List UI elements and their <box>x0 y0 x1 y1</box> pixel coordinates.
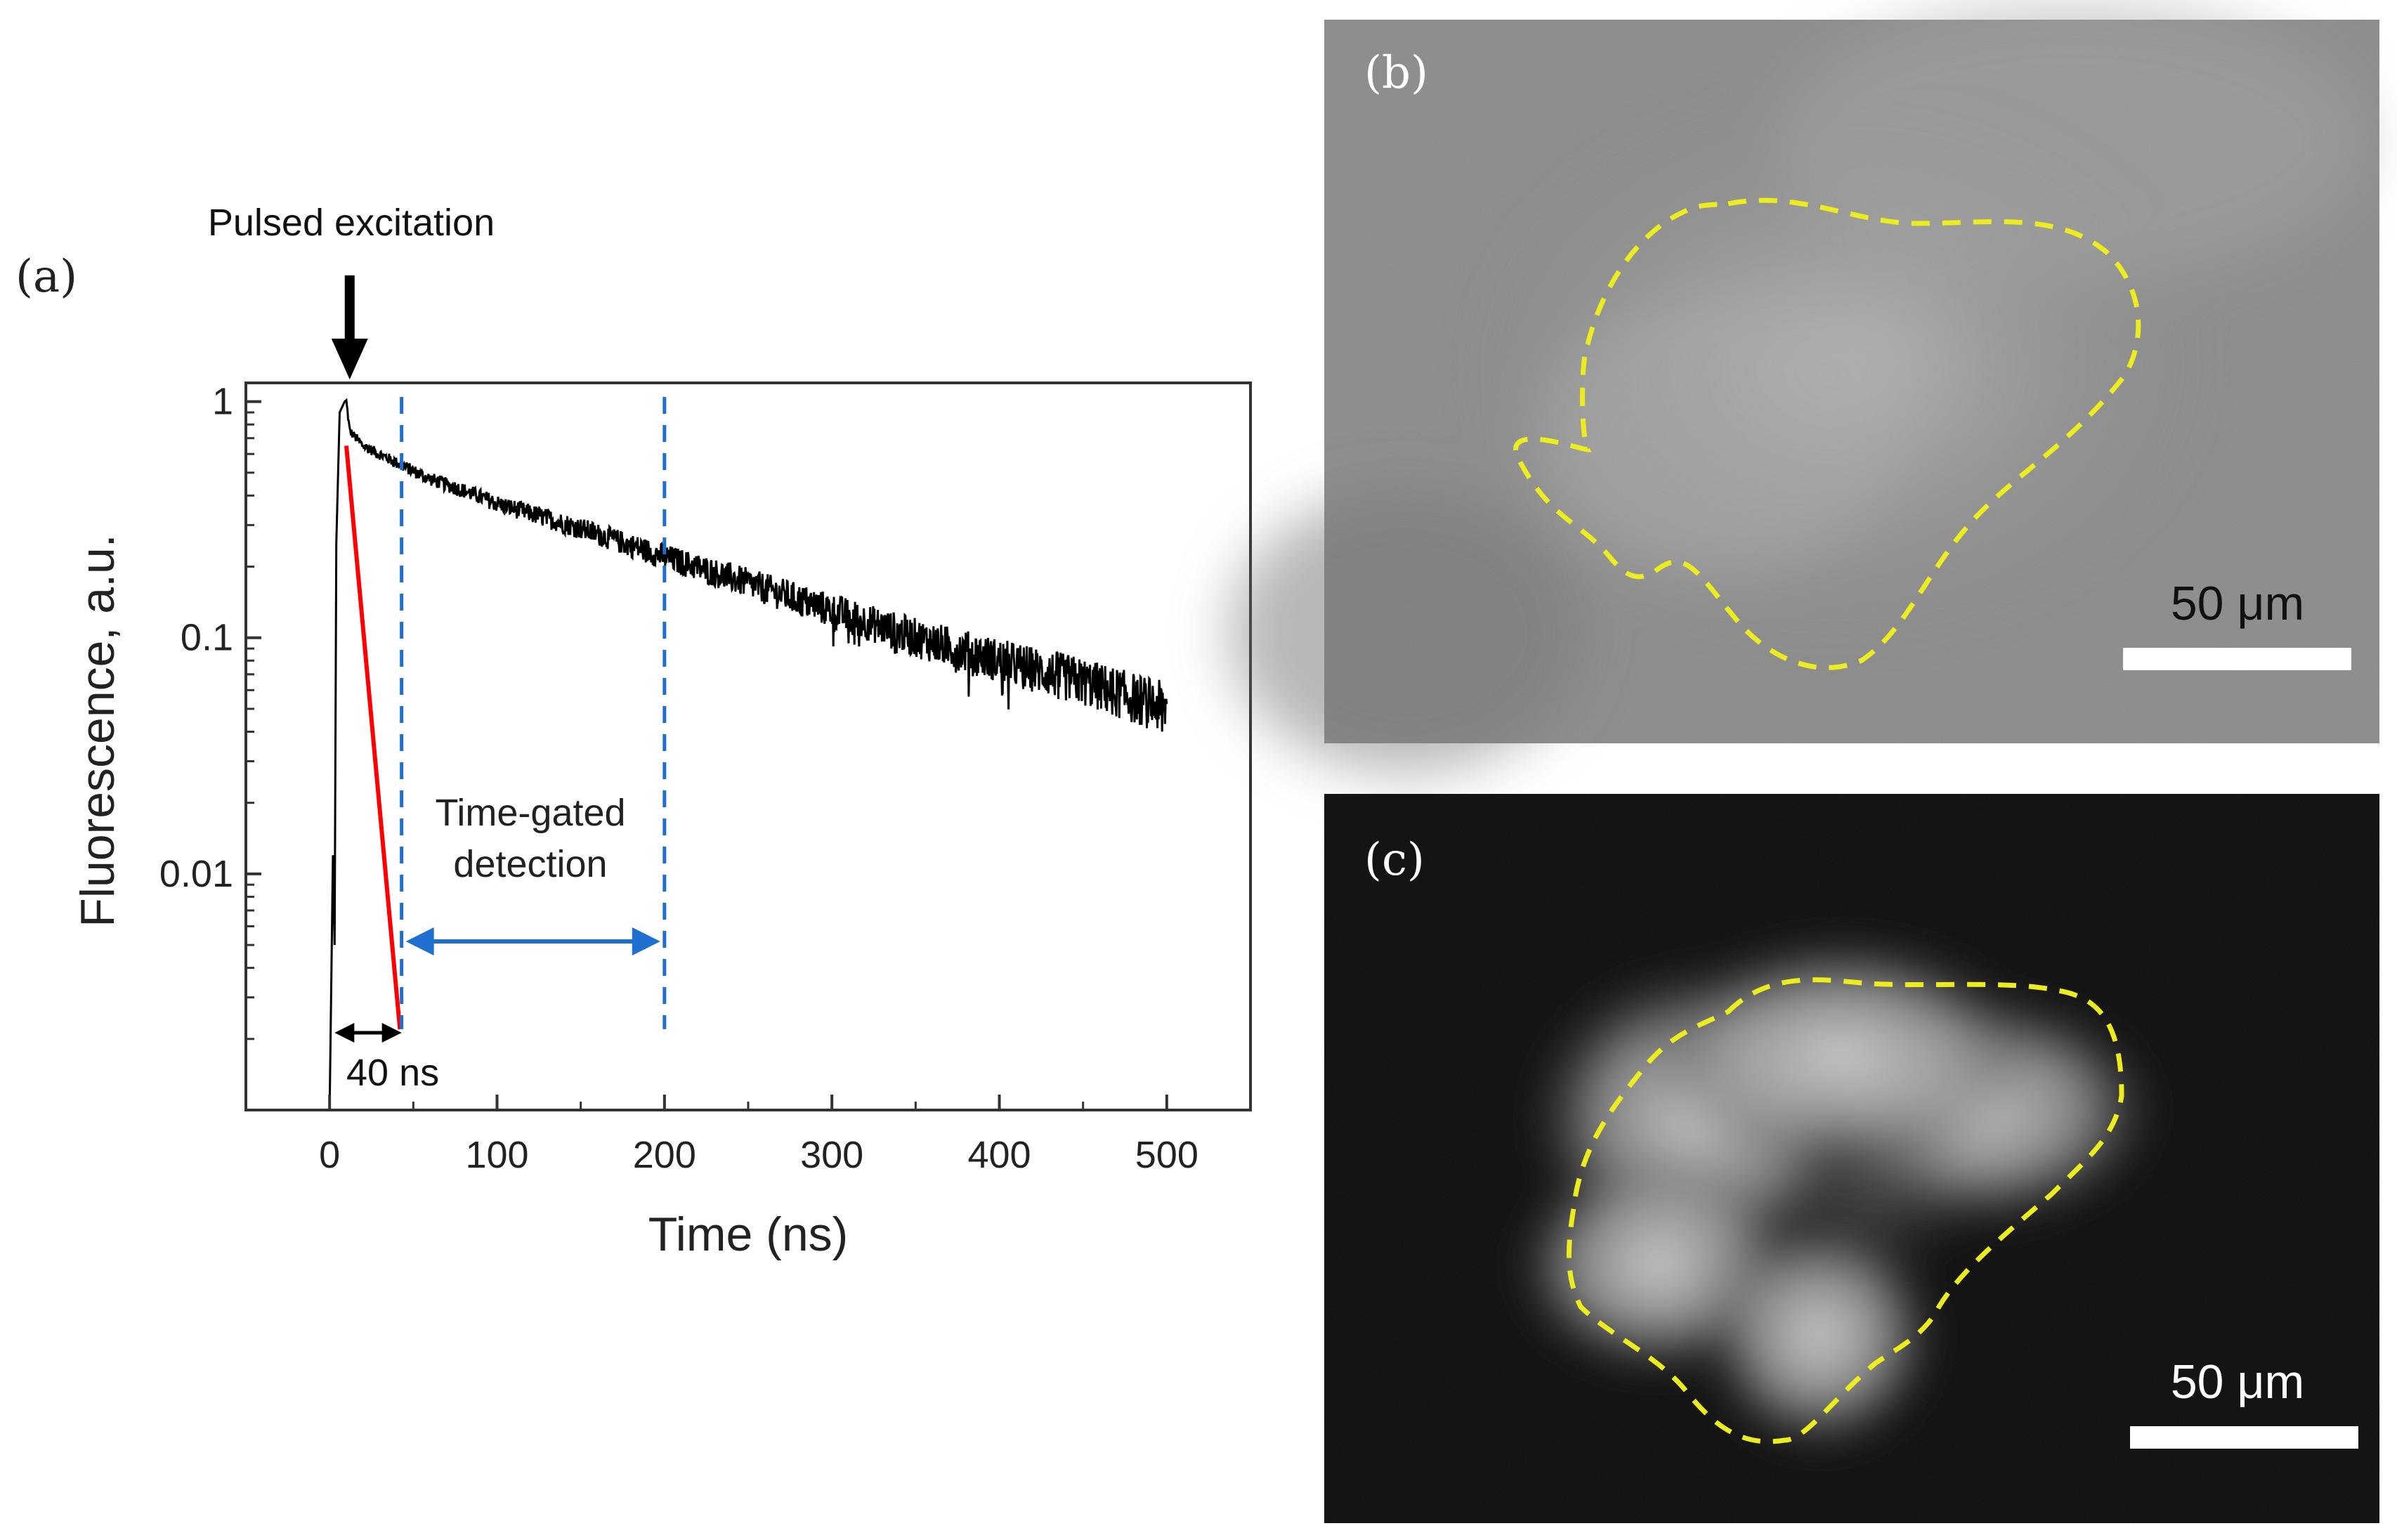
scale-bar-c <box>2130 1426 2358 1449</box>
x-axis-label: Time (ns) <box>648 1208 849 1261</box>
scale-bar-label-b: 50 μm <box>2171 577 2304 630</box>
y-tick-label: 0.1 <box>181 617 233 659</box>
x-tick-label: 400 <box>967 1134 1031 1176</box>
scale-bar-label-c: 50 μm <box>2171 1355 2304 1409</box>
series-excitation-decay <box>344 445 403 1030</box>
x-tick-label: 300 <box>800 1134 863 1176</box>
panel-label-c: (c) <box>1364 834 1425 886</box>
micrograph-c: 50 μm (c) <box>1324 794 2379 1523</box>
y-axis-label: Fluorescence, a.u. <box>71 534 124 927</box>
gate-label-line2: detection <box>453 843 607 885</box>
cell-outline-b <box>1513 197 2141 670</box>
delay-arrow-head-left <box>334 1023 355 1043</box>
y-tick-label: 0.01 <box>159 853 233 895</box>
pulsed-excitation-label: Pulsed excitation <box>208 202 495 244</box>
pulsed-excitation-arrow-head <box>331 339 368 379</box>
x-tick-label: 200 <box>633 1134 696 1176</box>
fluorescence-decay-chart: 0 100 200 300 400 500 1 0.1 0.01 Pulsed excitati… <box>71 202 1252 1261</box>
delay-label: 40 ns <box>346 1052 439 1094</box>
cell-outline-c <box>1566 977 2124 1444</box>
x-tick-label: 100 <box>465 1134 528 1176</box>
gate-arrow-head-right <box>632 927 660 955</box>
gate-label-line1: Time-gated <box>435 792 625 834</box>
x-tick-label: 0 <box>319 1134 340 1176</box>
delay-arrow-head-right <box>381 1023 402 1043</box>
scale-bar-b <box>2123 648 2351 670</box>
x-tick-label: 500 <box>1135 1134 1198 1176</box>
panel-label-a: (a) <box>15 251 77 303</box>
micrograph-b: 50 μm (b) <box>1229 0 2379 773</box>
y-tick-label: 1 <box>212 381 233 423</box>
panel-label-b: (b) <box>1364 47 1428 99</box>
gate-arrow-head-left <box>405 927 434 955</box>
series-fluorescence-decay <box>328 398 1168 1110</box>
